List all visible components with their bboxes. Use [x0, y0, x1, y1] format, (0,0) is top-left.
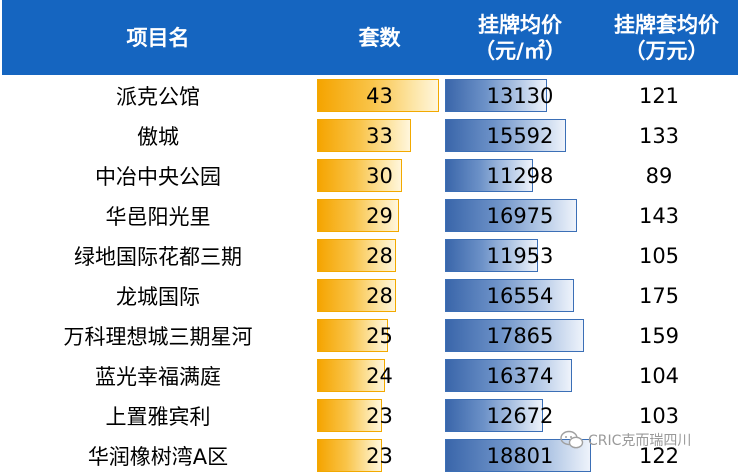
count-bar [317, 199, 399, 232]
price-value: 11953 [486, 244, 554, 268]
project-name: 傲城 [137, 125, 179, 149]
count-value: 23 [366, 404, 393, 428]
price-bar [445, 359, 572, 392]
header-avg-price-line1: 挂牌均价 [478, 12, 562, 37]
project-name: 绿地国际花都三期 [74, 245, 242, 269]
price-bar [445, 319, 584, 352]
header-project-name-label: 项目名 [126, 25, 190, 50]
price-bar [445, 79, 547, 112]
price-value: 16554 [486, 284, 554, 308]
total-value: 103 [638, 404, 680, 428]
price-bar [445, 119, 566, 152]
total-value: 143 [638, 204, 680, 228]
price-value: 12672 [486, 404, 554, 428]
table-row: 上置雅宾利 23 12672 103 [2, 396, 738, 436]
table-row: 中冶中央公园 30 11298 89 [2, 156, 738, 196]
project-name: 华邑阳光里 [105, 205, 211, 229]
total-value: 122 [638, 444, 680, 468]
total-value: 133 [638, 124, 680, 148]
price-value: 18801 [486, 444, 554, 468]
count-bar [317, 319, 388, 352]
watermark-text: CRIC克而瑞四川 [588, 433, 692, 449]
price-bar [445, 399, 543, 432]
wechat-icon [560, 430, 584, 449]
count-value: 33 [366, 124, 393, 148]
table-row: 派克公馆 43 13130 121 [2, 76, 738, 116]
count-bar [317, 279, 396, 312]
header-project-name: 项目名 [2, 0, 314, 75]
count-value: 24 [366, 364, 393, 388]
table-row: 傲城 33 15592 133 [2, 116, 738, 156]
price-value: 13130 [486, 84, 554, 108]
count-value: 25 [366, 324, 393, 348]
project-name: 华润橡树湾A区 [87, 445, 229, 469]
price-value: 17865 [486, 324, 554, 348]
count-bar [317, 399, 382, 432]
header-avg-total-line2: （万元） [624, 38, 709, 63]
total-value: 121 [638, 84, 680, 108]
project-name: 中冶中央公园 [95, 165, 221, 189]
project-name: 万科理想城三期星河 [63, 325, 253, 349]
header-count-label: 套数 [358, 25, 401, 50]
count-value: 43 [366, 84, 393, 108]
price-value: 16374 [486, 364, 554, 388]
project-name: 上置雅宾利 [105, 405, 211, 429]
project-name: 蓝光幸福满庭 [95, 365, 221, 389]
table-row: 绿地国际花都三期 28 11953 105 [2, 236, 738, 276]
count-bar [317, 359, 385, 392]
header-count: 套数 [317, 0, 442, 75]
total-value: 159 [638, 324, 680, 348]
header-avg-price: 挂牌均价 （元/㎡） [445, 0, 595, 75]
price-value: 11298 [486, 164, 554, 188]
total-value: 175 [638, 284, 680, 308]
watermark: CRIC克而瑞四川 [560, 428, 691, 452]
count-bar [317, 439, 382, 472]
count-value: 30 [366, 164, 393, 188]
count-bar [317, 159, 402, 192]
total-value: 89 [645, 164, 673, 188]
price-bar [445, 159, 533, 192]
price-bar [445, 239, 538, 272]
count-bar [317, 239, 396, 272]
table-row: 华邑阳光里 29 16975 143 [2, 196, 738, 236]
header-avg-total-line1: 挂牌套均价 [614, 12, 719, 37]
price-bar [445, 199, 577, 232]
project-name: 龙城国际 [116, 285, 200, 309]
project-name: 派克公馆 [116, 85, 200, 109]
header-avg-price-line2: （元/㎡） [474, 38, 566, 63]
total-value: 104 [638, 364, 680, 388]
price-value: 16975 [486, 204, 554, 228]
table-row: 龙城国际 28 16554 175 [2, 276, 738, 316]
count-value: 29 [366, 204, 393, 228]
header-avg-total: 挂牌套均价 （万元） [595, 0, 738, 75]
count-bar [317, 119, 411, 152]
price-value: 15592 [486, 124, 554, 148]
table-row: 蓝光幸福满庭 24 16374 104 [2, 356, 738, 396]
count-bar [317, 79, 439, 112]
table-header: 项目名 套数 挂牌均价 （元/㎡） 挂牌套均价 （万元） [2, 0, 738, 75]
count-value: 23 [366, 444, 393, 468]
table-row: 万科理想城三期星河 25 17865 159 [2, 316, 738, 356]
total-value: 105 [638, 244, 680, 268]
price-bar [445, 279, 574, 312]
count-value: 28 [366, 244, 393, 268]
count-value: 28 [366, 284, 393, 308]
